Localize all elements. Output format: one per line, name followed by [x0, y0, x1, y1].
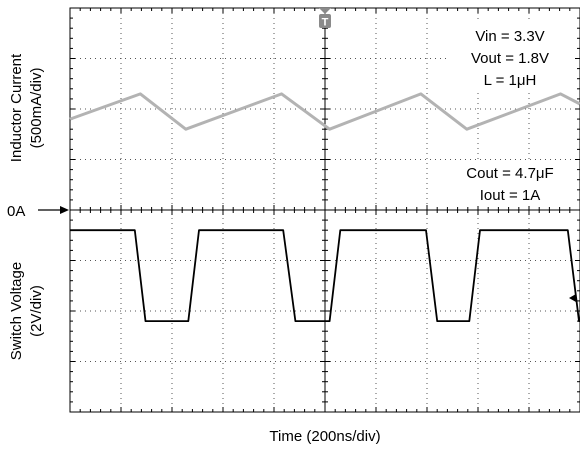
annotation-bg-top: [446, 22, 572, 92]
trigger-marker-label: T: [322, 17, 329, 29]
trigger-marker: T: [319, 8, 331, 29]
y-label-top-line2: (500mA/div): [28, 68, 45, 149]
annotation-vin: Vin = 3.3V: [475, 28, 544, 45]
switch-voltage-trace: [70, 229, 580, 323]
x-axis-label: Time (200ns/div): [269, 428, 380, 445]
annotation-inductance: L = 1μH: [484, 72, 537, 89]
annotation-vout: Vout = 1.8V: [471, 50, 549, 67]
y-label-top-line1: Inductor Current: [8, 53, 25, 162]
annotation-bg-mid: [446, 160, 576, 206]
y-label-bottom-line1: Switch Voltage: [8, 262, 25, 360]
inductor-current-trace: [69, 92, 580, 131]
zero-marker-arrowhead: [60, 206, 69, 214]
y-label-bottom-line2: (2V/div): [28, 285, 45, 337]
annotation-iout: Iout = 1A: [480, 187, 540, 204]
traces: [69, 92, 580, 323]
zero-marker-label: 0A: [7, 203, 25, 220]
annotation-cout: Cout = 4.7μF: [466, 165, 553, 182]
channel-marker-icon: [569, 294, 576, 302]
zero-marker: 0A: [7, 203, 69, 220]
